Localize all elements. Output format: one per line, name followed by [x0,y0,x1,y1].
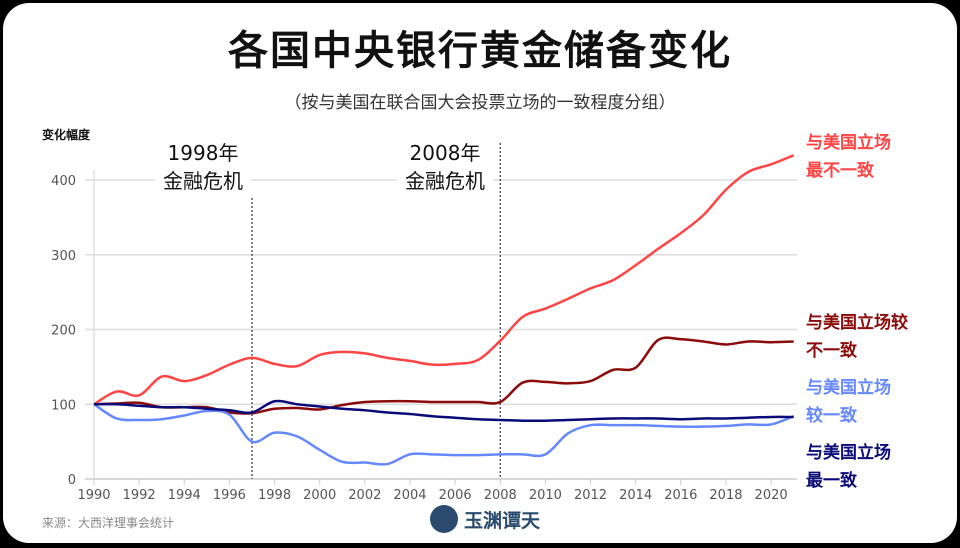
x-tick-label: 1992 [123,488,156,503]
series-line [93,399,794,423]
series-label: 与美国立场 [806,132,891,153]
x-tick-label: 2004 [393,488,426,503]
annotation-label: 1998年 [168,141,239,165]
series-line [93,403,795,466]
series-line [93,336,794,415]
x-tick-label: 1990 [77,488,110,503]
series-label: 较一致 [806,405,858,426]
x-tick-label: 1998 [258,488,291,503]
x-tick-label: 2006 [439,488,472,503]
y-tick-label: 200 [51,324,76,339]
logo-text: 玉渊谭天 [464,509,541,532]
x-tick-label: 2002 [348,488,381,503]
series-label: 不一致 [806,340,858,361]
x-tick-label: 2016 [664,488,697,503]
series-label: 与美国立场 [806,442,891,463]
x-tick-label: 2012 [574,488,607,503]
y-tick-label: 400 [51,174,76,189]
y-tick-label: 0 [68,473,76,488]
chart-subtitle: （按与美国在联合国大会投票立场的一致程度分组） [284,93,676,113]
chart-card [3,3,957,543]
logo: 玉渊谭天 [430,505,540,533]
x-tick-label: 2014 [619,488,652,503]
x-tick-label: 2008 [484,488,517,503]
series-label: 与美国立场较 [806,312,908,333]
annotation-bg [155,135,251,193]
y-tick-label: 100 [51,398,76,413]
series-label: 与美国立场 [806,377,891,398]
series-label: 最不一致 [806,160,875,181]
annotation-label: 金融危机 [405,169,485,193]
x-tick-label: 2018 [709,488,742,503]
x-tick-label: 1996 [213,488,246,503]
annotation-label: 金融危机 [163,169,243,193]
annotation-bg [397,135,493,193]
logo-icon [430,505,458,533]
series-label: 最一致 [806,470,858,491]
x-tick-label: 1994 [168,488,201,503]
annotation-label: 2008年 [410,141,481,165]
x-tick-label: 2020 [755,488,788,503]
chart-title: 各国中央银行黄金储备变化 [228,28,732,74]
y-axis-label: 变化幅度 [42,127,91,142]
y-tick-label: 300 [51,249,76,264]
x-tick-label: 2000 [303,488,336,503]
source-note: 来源：大西洋理事会统计 [42,516,175,530]
series-line [93,154,795,406]
x-tick-label: 2010 [529,488,562,503]
